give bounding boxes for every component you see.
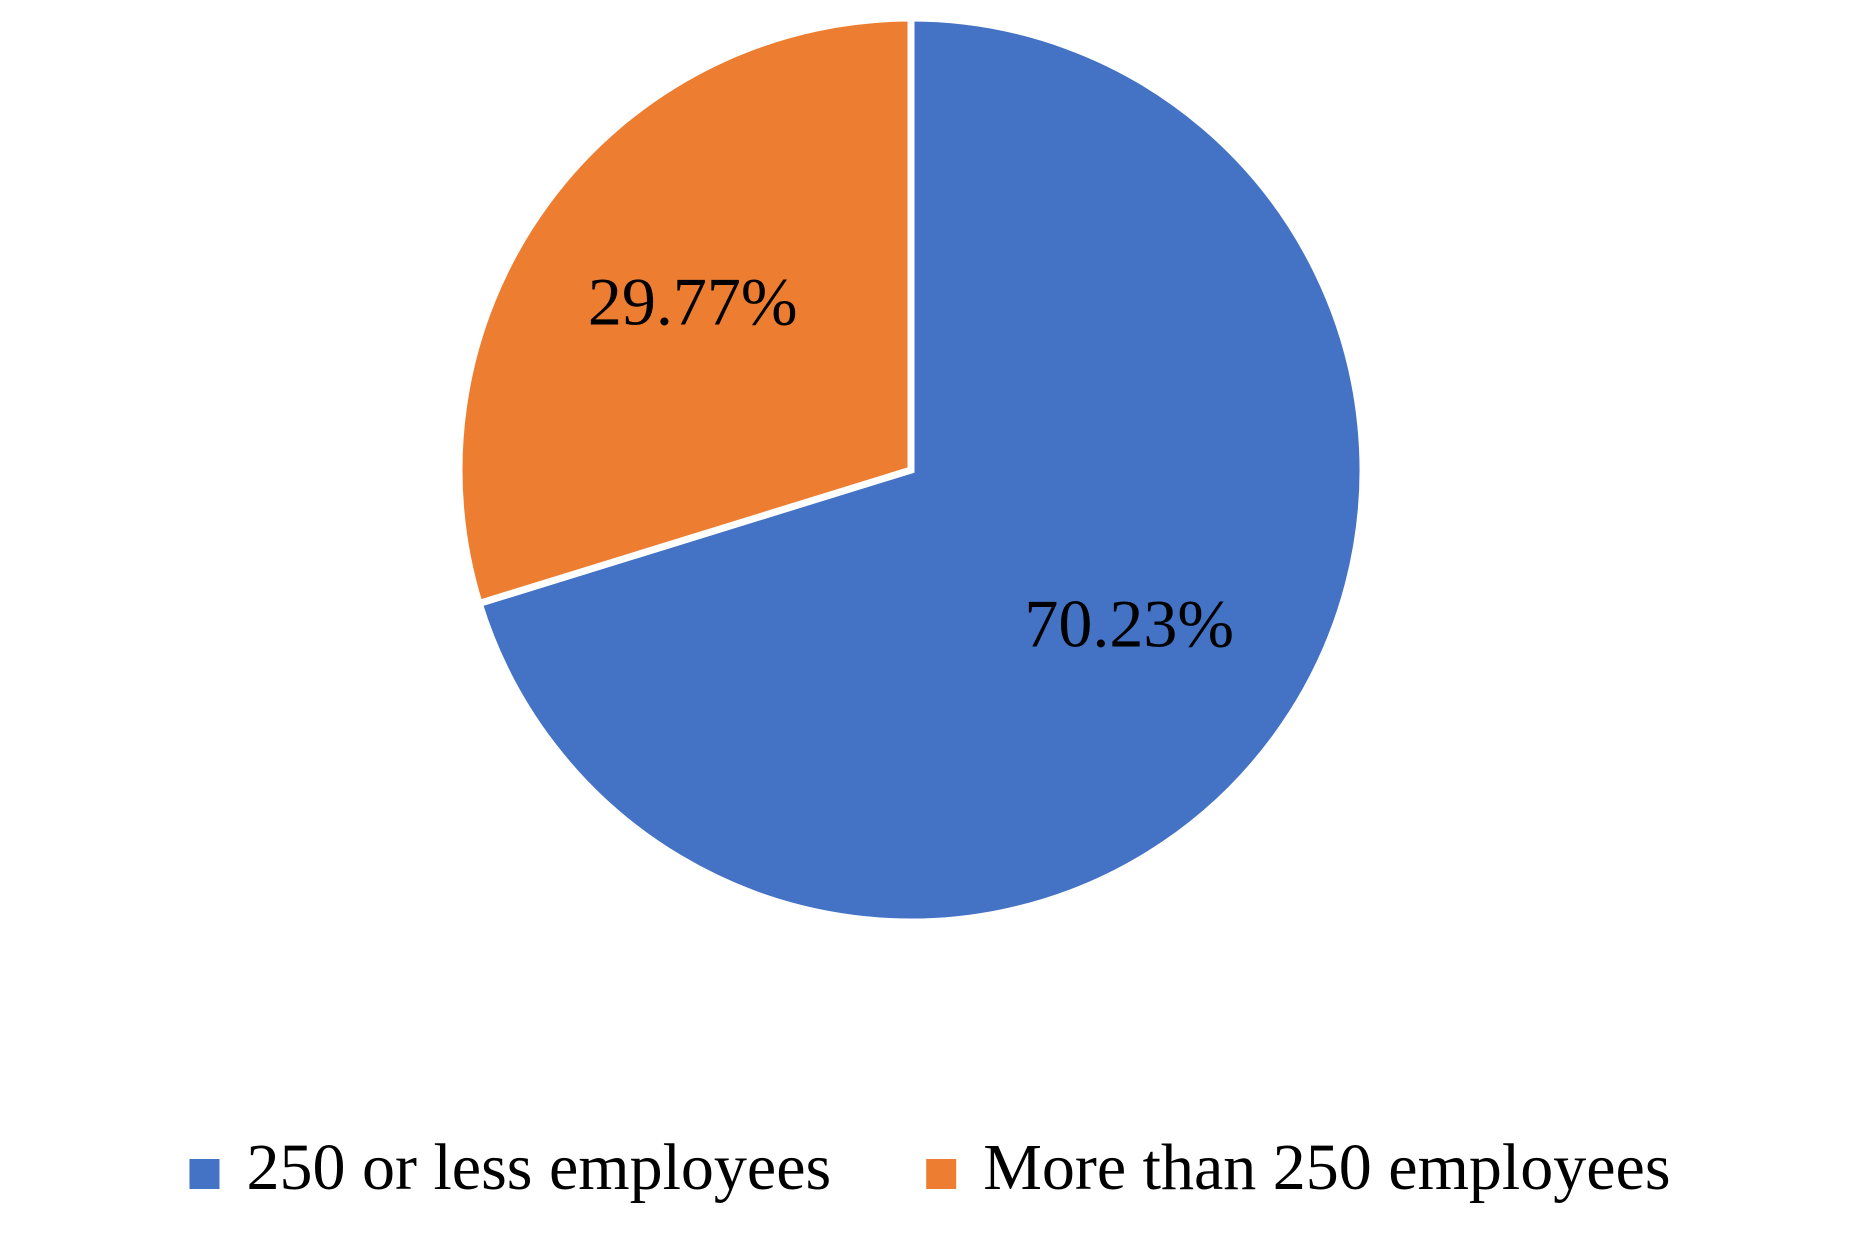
legend-swatch bbox=[189, 1159, 220, 1189]
data-label: 70.23% bbox=[1024, 586, 1234, 662]
pie-slice bbox=[455, 14, 915, 608]
data-label: 29.77% bbox=[588, 264, 798, 340]
legend-label: More than 250 employees bbox=[983, 1131, 1670, 1204]
pie-slice bbox=[474, 14, 1367, 926]
legend-label: 250 or less employees bbox=[246, 1131, 831, 1204]
legend-swatch bbox=[926, 1159, 957, 1189]
